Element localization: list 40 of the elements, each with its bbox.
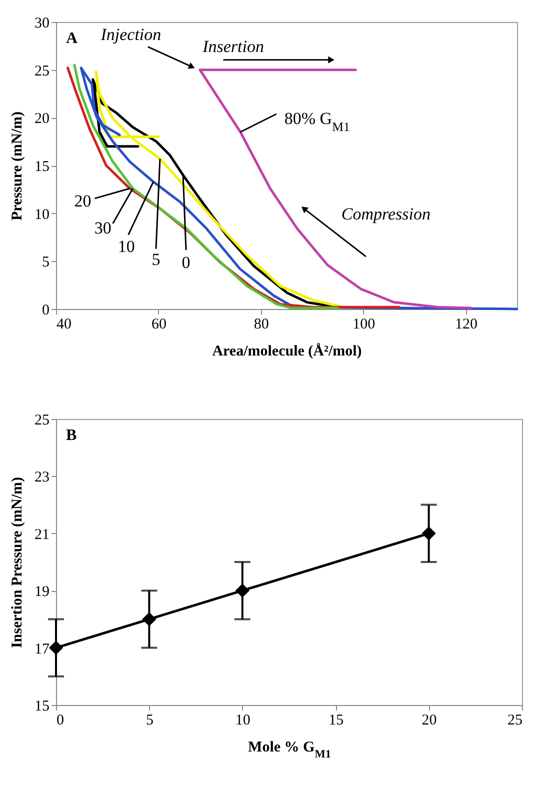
annotation: Compression: [341, 204, 430, 224]
x-tick-label: 20: [422, 712, 437, 728]
y-tick-label: 30: [34, 16, 50, 32]
x-tick-label: 100: [352, 316, 376, 332]
y-tick-label: 25: [34, 412, 50, 428]
x-tick-label: 40: [56, 316, 72, 332]
annotation: 20: [74, 191, 92, 210]
y-tick-label: 19: [34, 584, 50, 600]
chart-title: A: [66, 30, 78, 47]
y-tick-label: 0: [42, 302, 50, 318]
x-axis-title: Mole % G$_{M1}$: [248, 740, 332, 760]
x-tick-label: 80: [254, 316, 269, 332]
y-tick-label: 10: [34, 206, 50, 223]
x-tick-label: 10: [235, 712, 250, 728]
y-tick-label: 25: [34, 63, 50, 80]
annotation: 80% G$_{M1}$: [284, 109, 350, 134]
annotation: 0: [182, 253, 190, 272]
x-tick-label: 0: [56, 712, 64, 728]
y-tick-label: 20: [34, 111, 50, 128]
x-tick-label: 120: [455, 316, 478, 332]
x-tick-label: 25: [508, 712, 522, 728]
x-tick-label: 15: [328, 712, 344, 728]
y-tick-label: 21: [34, 526, 50, 543]
y-axis-title: Insertion Pressure (mN/m): [10, 476, 26, 648]
text: B: [66, 427, 77, 444]
annotation: Injection: [100, 24, 162, 44]
x-tick-label: 60: [151, 316, 166, 332]
y-tick-label: 5: [42, 254, 50, 271]
annotation: 5: [152, 250, 160, 269]
line-series: [198, 68, 472, 310]
y-tick-label: 15: [34, 159, 50, 175]
x-axis-title: Area/molecule (Å²/mol): [212, 342, 362, 360]
annotation: 30: [94, 218, 112, 238]
annotation: 10: [118, 236, 135, 256]
y-tick-label: 15: [34, 698, 50, 714]
y-axis-title: Pressure (mN/m): [10, 111, 26, 220]
y-tick-label: 17: [34, 641, 50, 658]
y-tick-label: 23: [34, 470, 50, 486]
annotation: Insertion: [202, 36, 264, 56]
x-tick-label: 5: [146, 712, 154, 728]
